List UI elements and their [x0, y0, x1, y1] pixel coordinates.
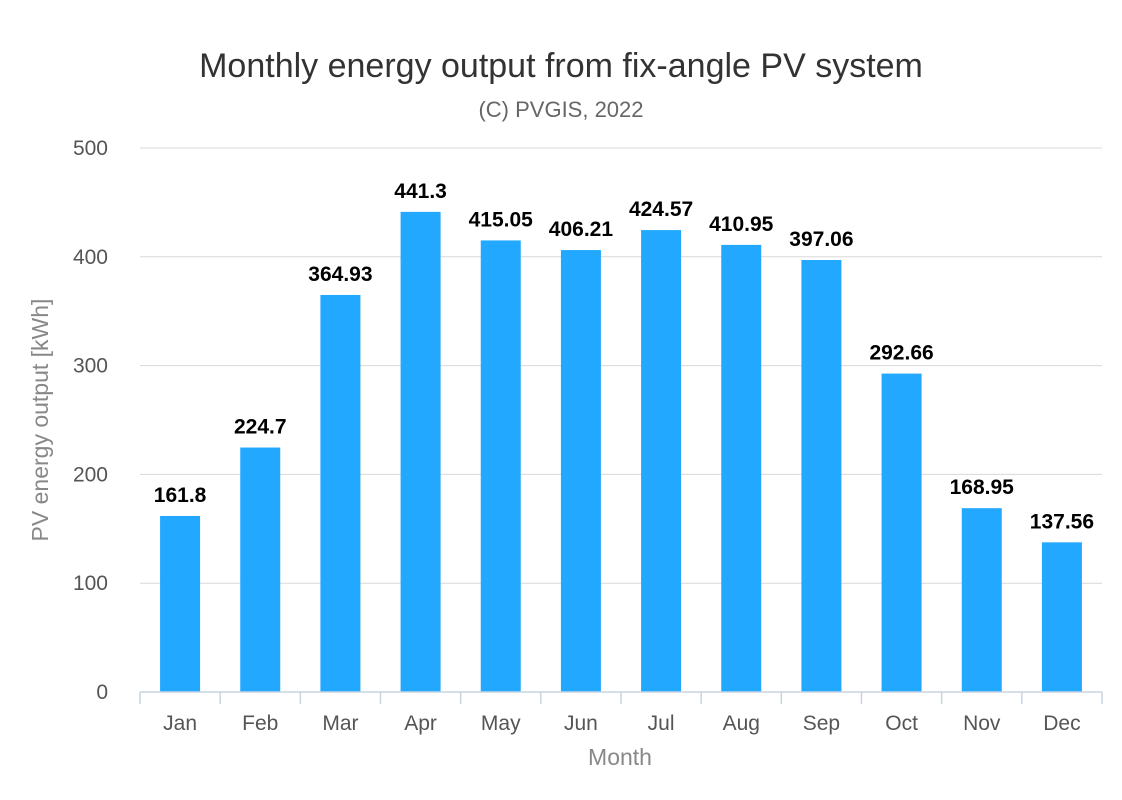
data-label: 415.05 — [469, 208, 534, 231]
chart-title: Monthly energy output from fix-angle PV … — [199, 47, 923, 85]
data-label: 406.21 — [549, 218, 614, 241]
data-label: 137.56 — [1030, 510, 1094, 533]
data-label: 397.06 — [789, 228, 853, 251]
x-axis-title: Month — [588, 744, 652, 770]
bar-nov — [961, 508, 1002, 692]
data-label: 364.93 — [308, 263, 372, 286]
x-tick-label: Jun — [564, 712, 598, 735]
bar-apr — [400, 211, 441, 692]
x-tick-label: Nov — [963, 712, 1001, 735]
y-tick-label: 300 — [73, 355, 108, 378]
x-tick-label: Oct — [885, 712, 918, 735]
data-label: 410.95 — [709, 213, 774, 236]
y-tick-label: 500 — [73, 137, 108, 160]
bar-aug — [721, 244, 762, 692]
data-labels: 161.8 224.7 364.93 441.3 415.05 406.21 424.57 4… — [154, 180, 1094, 533]
data-label: 424.57 — [629, 198, 693, 221]
y-tick-label: 0 — [96, 681, 108, 704]
y-tick-label: 100 — [73, 572, 108, 595]
bar-mar — [320, 294, 361, 692]
bar-feb — [240, 447, 281, 692]
data-label: 441.3 — [394, 180, 447, 203]
bar-jun — [560, 250, 601, 692]
y-tick-label: 400 — [73, 246, 108, 269]
x-axis-ticks: Jan Feb Mar Apr May Jun Jul Aug Sep Oct Nov Dec — [163, 712, 1080, 735]
x-tick-label: Dec — [1043, 712, 1080, 735]
data-label: 224.7 — [234, 416, 287, 439]
bar-oct — [881, 373, 922, 692]
x-tick-label: Feb — [242, 712, 278, 735]
y-axis-title: PV energy output [kWh] — [27, 299, 53, 542]
data-label: 292.66 — [869, 342, 933, 365]
y-axis-ticks: 0 100 200 300 400 500 — [73, 137, 108, 704]
x-tick-label: Aug — [723, 712, 760, 735]
bar-may — [480, 240, 521, 692]
bar-sep — [801, 259, 842, 692]
bar-dec — [1041, 542, 1082, 692]
x-tick-label: Mar — [322, 712, 358, 735]
x-tick-label: Jan — [163, 712, 197, 735]
data-label: 161.8 — [154, 484, 207, 507]
x-tick-label: Jul — [648, 712, 675, 735]
x-tick-label: Sep — [803, 712, 840, 735]
chart-subtitle: (C) PVGIS, 2022 — [478, 97, 643, 122]
gridlines — [140, 147, 1102, 584]
x-axis — [139, 691, 1103, 704]
bar-jul — [641, 230, 682, 692]
x-tick-label: Apr — [404, 712, 437, 735]
bars — [160, 211, 1082, 692]
y-tick-label: 200 — [73, 463, 108, 486]
bar-jan — [160, 515, 201, 692]
x-tick-label: May — [481, 712, 521, 735]
data-label: 168.95 — [950, 476, 1015, 499]
